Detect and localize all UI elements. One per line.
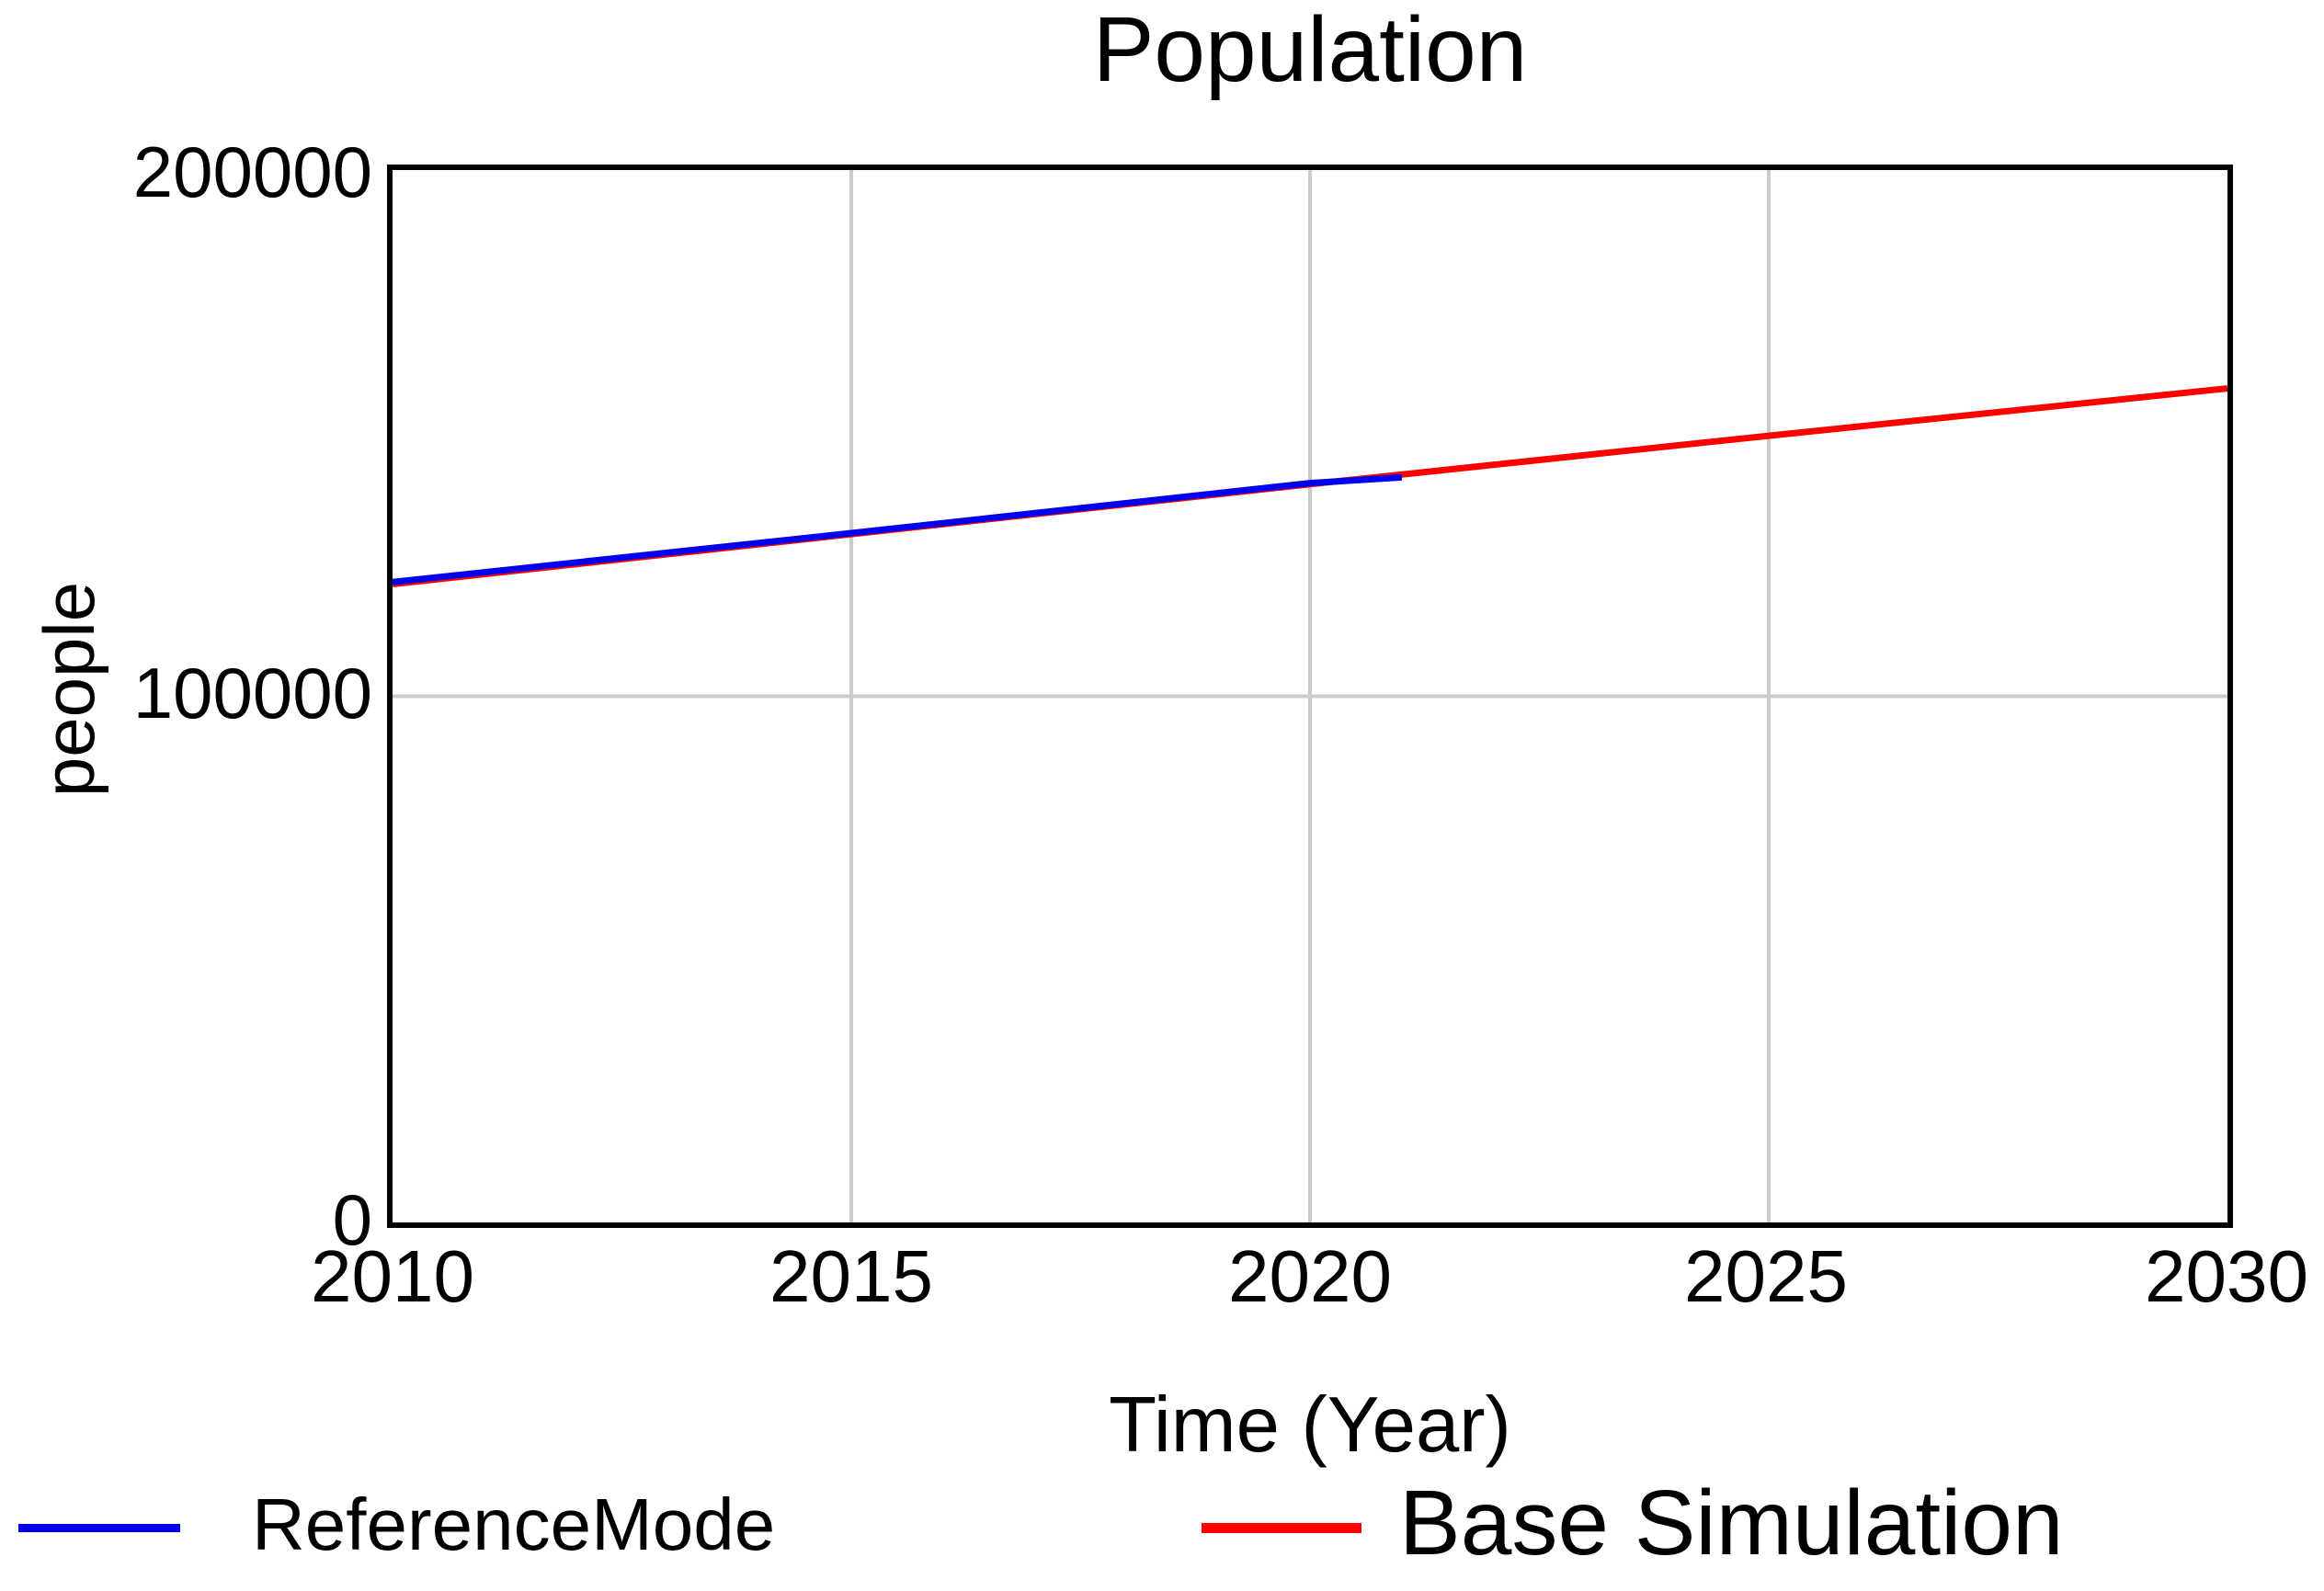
x-axis-tick-label: 2030 (2145, 1235, 2308, 1317)
x-axis-tick-label: 2015 (769, 1235, 933, 1317)
plot-area (387, 165, 2233, 1228)
x-axis-tick-label: 2020 (1228, 1235, 1392, 1317)
legend-line-swatch-referencemode (18, 1524, 180, 1532)
legend-label-referencemode: ReferenceMode (252, 1483, 776, 1565)
y-axis-title: people (28, 581, 109, 798)
x-axis-tick-label: 2010 (311, 1235, 474, 1317)
y-axis-tick-label: 200000 (132, 131, 372, 212)
series-line-referencemode (393, 473, 1403, 585)
legend-label-base-simulation: Base Simulation (1399, 1472, 2064, 1574)
x-axis-title: Time (Year) (1109, 1381, 1511, 1469)
plot-frame (393, 170, 2227, 1222)
y-axis-tick-label: 0 (332, 1179, 372, 1260)
legend-line-swatch-base-simulation (1202, 1523, 1361, 1533)
x-axis-tick-label: 2025 (1684, 1235, 1848, 1317)
y-axis-tick-label: 100000 (132, 653, 372, 733)
chart-title: Population (1092, 0, 1528, 101)
